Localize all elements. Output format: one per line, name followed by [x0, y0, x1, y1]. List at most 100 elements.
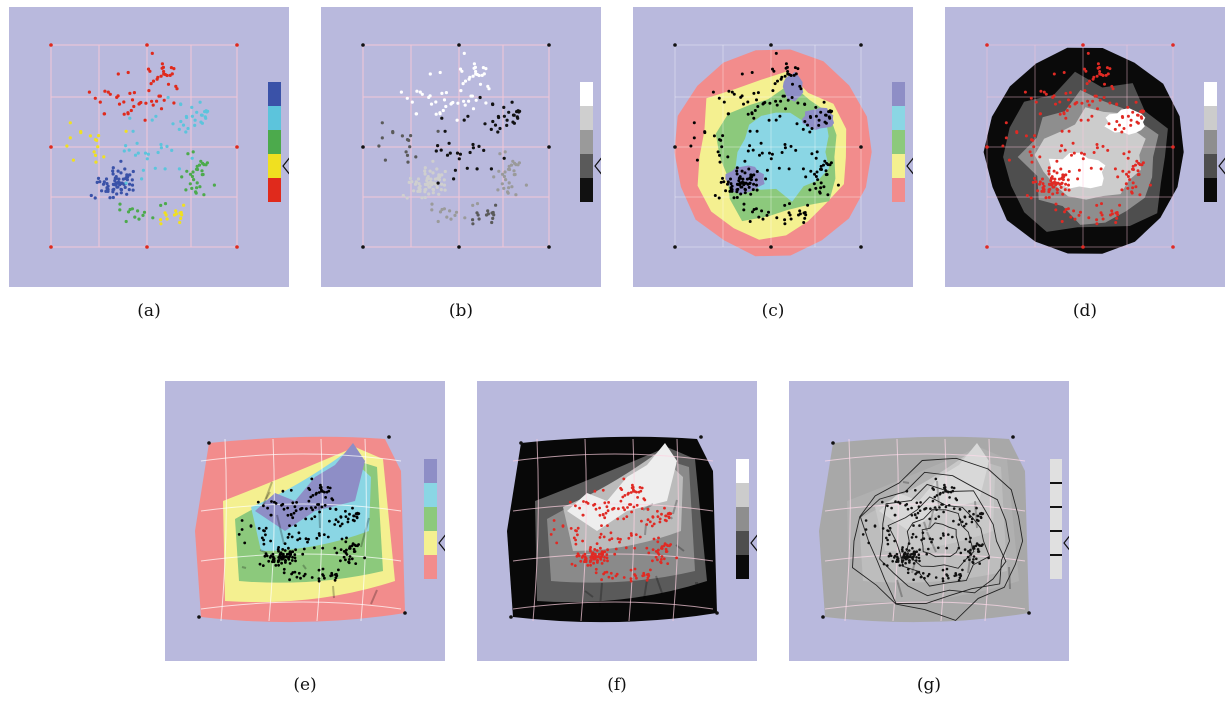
data-point	[291, 555, 294, 559]
surface-grid-line	[200, 601, 402, 610]
data-point	[1085, 82, 1089, 86]
data-point	[200, 169, 204, 173]
data-point	[968, 515, 972, 518]
data-point	[267, 559, 271, 563]
legend-swatch	[580, 82, 593, 106]
data-point	[555, 541, 559, 545]
data-point	[895, 560, 898, 563]
data-point	[829, 161, 833, 165]
data-point	[963, 559, 966, 563]
data-point	[136, 209, 140, 213]
legend-swatch	[580, 130, 593, 154]
data-point	[268, 556, 272, 559]
data-point	[414, 180, 418, 184]
data-point	[713, 194, 717, 197]
data-point	[1131, 110, 1135, 114]
legend-swatch	[892, 154, 905, 178]
data-point	[205, 110, 209, 114]
data-point	[919, 575, 923, 579]
data-point	[342, 550, 346, 553]
data-point	[609, 531, 613, 535]
data-point	[326, 535, 330, 539]
data-point	[611, 576, 614, 580]
data-point	[781, 94, 785, 98]
data-point	[958, 576, 962, 580]
caption-e: (e)	[293, 675, 317, 695]
data-point	[660, 512, 663, 516]
data-point	[497, 115, 501, 120]
panel-f-surface-gray	[477, 381, 757, 661]
data-point	[1047, 172, 1051, 176]
data-point	[969, 553, 973, 556]
data-point	[414, 155, 418, 159]
data-point	[1090, 114, 1094, 118]
surface-grid-line	[892, 438, 899, 622]
data-point	[1042, 90, 1046, 94]
data-point	[103, 89, 107, 93]
data-point	[500, 182, 504, 186]
data-point	[915, 501, 919, 505]
legend-swatch	[1204, 106, 1217, 130]
data-point	[1036, 189, 1040, 193]
data-point	[648, 520, 652, 524]
data-point	[774, 51, 778, 55]
data-point	[910, 514, 914, 517]
data-point	[264, 526, 268, 530]
data-point	[483, 122, 487, 126]
data-point	[1114, 221, 1118, 224]
panel-c-contour-color	[633, 7, 913, 287]
data-point	[594, 507, 598, 511]
data-point	[1079, 210, 1082, 214]
data-point	[719, 180, 723, 184]
data-point	[574, 504, 577, 508]
data-point	[646, 518, 650, 522]
data-point	[740, 72, 744, 76]
data-point	[195, 186, 199, 190]
data-point	[646, 507, 650, 511]
data-point	[1044, 92, 1048, 96]
data-point	[1054, 181, 1058, 185]
grid-node	[1171, 145, 1175, 149]
data-point	[461, 82, 465, 86]
data-point	[729, 182, 733, 186]
grid-node	[235, 145, 239, 149]
data-point	[602, 559, 606, 562]
data-point	[582, 500, 585, 503]
data-point	[1057, 177, 1061, 181]
data-point	[675, 556, 678, 560]
data-point	[1007, 158, 1011, 162]
data-point	[102, 155, 106, 159]
data-point	[503, 150, 507, 154]
data-point	[322, 533, 326, 536]
data-point	[423, 195, 427, 200]
legend-swatch	[424, 483, 437, 507]
data-point	[1113, 167, 1117, 171]
grid-node	[547, 245, 551, 249]
data-point	[768, 101, 772, 105]
data-point	[314, 506, 317, 509]
data-point	[130, 98, 135, 102]
data-point	[284, 561, 287, 564]
data-point	[277, 563, 280, 567]
data-point	[410, 100, 414, 104]
data-point	[1039, 89, 1043, 93]
data-point	[915, 516, 918, 519]
data-point	[912, 578, 915, 581]
data-point	[1044, 196, 1048, 200]
data-point	[803, 211, 807, 214]
data-point	[1066, 207, 1070, 211]
data-point	[928, 537, 932, 540]
data-point	[721, 176, 724, 180]
data-point	[190, 186, 194, 190]
data-point	[813, 172, 816, 176]
data-point	[286, 513, 290, 517]
data-point	[886, 542, 890, 546]
data-point	[317, 491, 321, 494]
data-point	[323, 576, 326, 580]
data-point	[657, 553, 661, 556]
data-point	[972, 512, 975, 516]
data-point	[126, 70, 130, 75]
data-point	[1054, 102, 1057, 106]
data-point	[761, 217, 765, 221]
data-point	[773, 82, 777, 86]
